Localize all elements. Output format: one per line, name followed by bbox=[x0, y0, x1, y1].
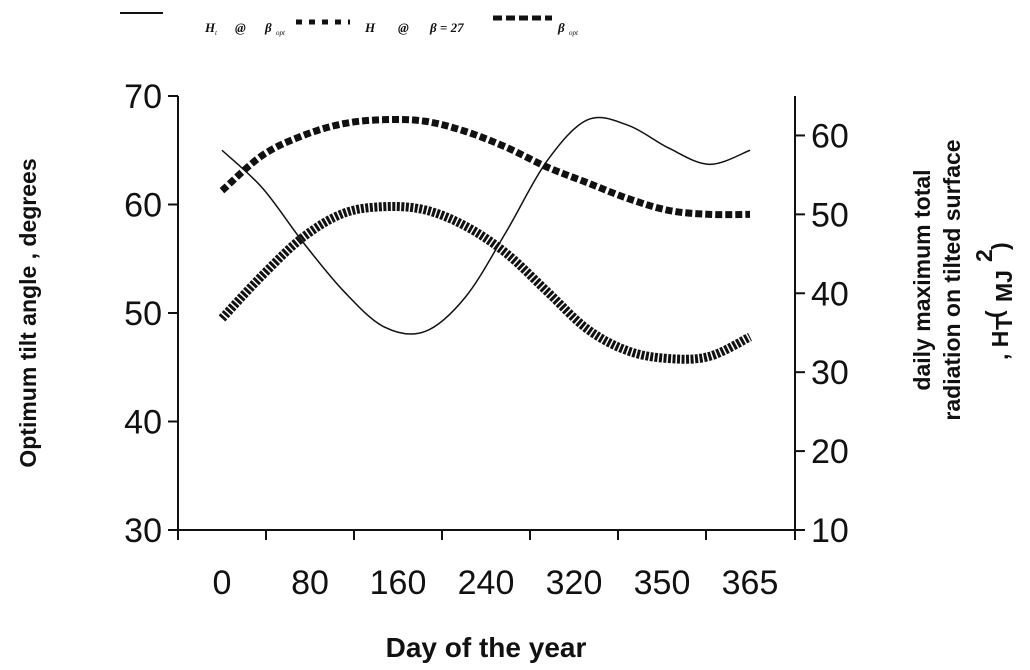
y-right-tick-label: 20 bbox=[811, 433, 849, 471]
legend-item1-label: H bbox=[204, 20, 216, 35]
y-right-tick-label: 40 bbox=[811, 275, 849, 313]
y-right-title-paren: ( bbox=[981, 310, 1007, 318]
y-right-axis-title: daily maximum total radiation on tilted … bbox=[909, 139, 1017, 420]
x-tick-label: 365 bbox=[722, 564, 779, 602]
legend-item1-beta: β bbox=[264, 20, 272, 35]
series-solid-line bbox=[221, 116, 751, 335]
series-dotted-line bbox=[218, 201, 753, 364]
y-left-tick-label: 70 bbox=[124, 78, 162, 116]
y-right-tick-label: 10 bbox=[811, 512, 849, 550]
x-axis-ticks: 0 80 160 240 320 350 365 bbox=[177, 530, 796, 602]
legend-item1-at: @ bbox=[235, 20, 246, 35]
legend: H t @ β opt H @ β = 27 β opt bbox=[120, 12, 579, 37]
x-tick-label: 80 bbox=[291, 564, 329, 602]
y-left-tick-label: 30 bbox=[124, 512, 162, 550]
x-tick-label: 0 bbox=[213, 564, 232, 602]
series-dashed-line bbox=[219, 115, 751, 219]
x-tick-label: 240 bbox=[458, 564, 515, 602]
x-axis-title: Day of the year bbox=[386, 632, 587, 663]
y-right-title-line3: , H bbox=[987, 331, 1013, 360]
series-layer bbox=[218, 115, 753, 364]
x-tick-label: 320 bbox=[546, 564, 603, 602]
legend-item3-beta: β bbox=[557, 20, 565, 35]
y-left-axis-title: Optimum tilt angle , degrees bbox=[15, 158, 41, 467]
y-left-tick-label: 50 bbox=[124, 295, 162, 333]
y-right-title-line2: radiation on tilted surface bbox=[939, 139, 965, 420]
legend-item3-beta-sub: opt bbox=[569, 29, 579, 37]
legend-item2-beta-eq: β = 27 bbox=[429, 20, 464, 35]
x-tick-label: 160 bbox=[370, 564, 427, 602]
y-right-title-line1: daily maximum total bbox=[909, 169, 935, 390]
y-right-title-sub: T bbox=[991, 316, 1017, 330]
x-tick-label: 350 bbox=[634, 564, 691, 602]
y-left-tick-label: 40 bbox=[124, 404, 162, 442]
legend-item1-sub: t bbox=[215, 29, 218, 37]
legend-item1-beta-sub: opt bbox=[276, 29, 286, 37]
axes bbox=[177, 96, 796, 531]
y-right-tick-label: 50 bbox=[811, 196, 849, 234]
y-right-title-close: ) bbox=[987, 242, 1013, 250]
y-right-tick-label: 60 bbox=[811, 117, 849, 155]
y-right-title-unit: MJ bbox=[991, 270, 1017, 302]
legend-item2-at: @ bbox=[398, 20, 409, 35]
legend-item2-label: H bbox=[364, 20, 376, 35]
right-axis-ticks: 10 20 30 40 50 60 bbox=[795, 117, 849, 550]
y-right-title-sup: 2 bbox=[971, 249, 997, 262]
y-left-tick-label: 60 bbox=[124, 187, 162, 225]
left-axis-ticks: 30 40 50 60 70 bbox=[124, 78, 178, 550]
y-right-tick-label: 30 bbox=[811, 354, 849, 392]
